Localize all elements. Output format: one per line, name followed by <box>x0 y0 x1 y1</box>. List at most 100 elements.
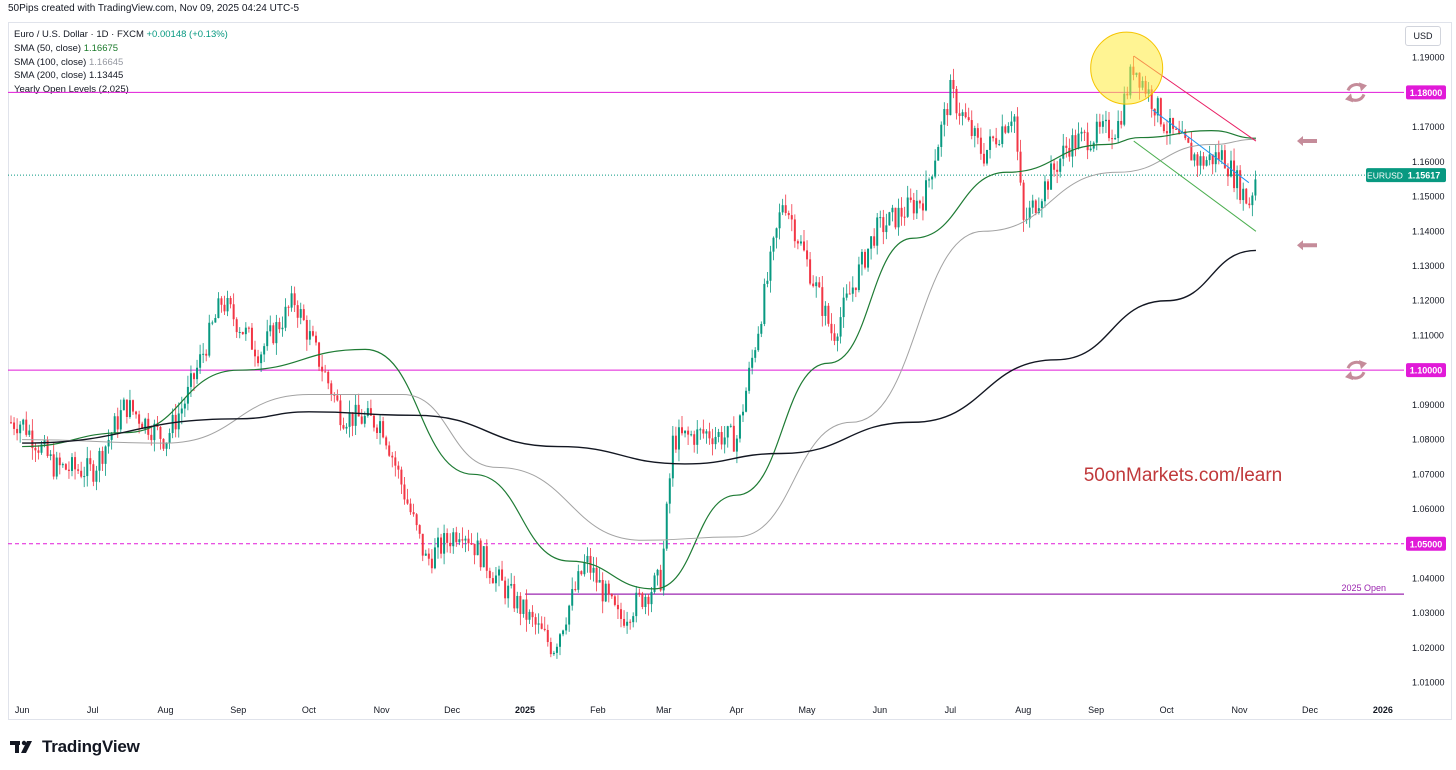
open-2025-label: 2025 Open <box>1341 583 1386 593</box>
candle-body <box>635 592 638 617</box>
candle-body <box>549 642 552 655</box>
candle-body <box>321 366 324 372</box>
candle-body <box>921 203 924 211</box>
candle-body <box>1230 160 1232 177</box>
candle-body <box>363 415 366 424</box>
candle-body <box>287 306 290 308</box>
candle-body <box>34 448 37 451</box>
candle-body <box>61 464 64 466</box>
candle-body <box>790 215 793 220</box>
candle-body <box>812 283 815 287</box>
candle-body <box>193 373 195 380</box>
candle-body <box>64 464 67 470</box>
candle-body <box>1199 156 1202 166</box>
candle-body <box>22 419 25 425</box>
candle-body <box>876 217 879 246</box>
candle-body <box>607 583 610 595</box>
candle-body <box>760 323 763 334</box>
candle-body <box>986 149 988 164</box>
candle-body <box>787 213 790 216</box>
candle-body <box>693 434 696 445</box>
legend-symbol-row[interactable]: Euro / U.S. Dollar · 1D · FXCM +0.00148 … <box>14 28 228 42</box>
candle-body <box>806 250 809 260</box>
candle-body <box>1220 150 1223 160</box>
candle-body <box>1016 116 1019 152</box>
sma50-value: 1.16675 <box>83 42 119 54</box>
candle-body <box>677 427 680 450</box>
candle-body <box>903 216 906 218</box>
candle-body <box>1211 154 1214 165</box>
candle-body <box>482 546 485 568</box>
candle-body <box>860 251 863 265</box>
candle-body <box>290 293 293 308</box>
y-tick-label: 1.17000 <box>1412 122 1445 132</box>
candle-body <box>543 628 546 630</box>
candle-body <box>681 427 683 434</box>
candle-body <box>37 450 40 453</box>
candle-body <box>488 570 491 579</box>
candle-body <box>766 280 769 284</box>
legend-sma50-row[interactable]: SMA (50, close) 1.16675 <box>14 42 228 56</box>
legend-sma100-row[interactable]: SMA (100, close) 1.16645 <box>14 56 228 70</box>
candle-body <box>281 327 284 330</box>
candle-body <box>1037 208 1040 213</box>
candle-body <box>49 454 52 457</box>
candle-body <box>369 408 372 416</box>
candle-body <box>778 212 781 229</box>
candle-body <box>275 322 278 344</box>
candle-body <box>934 160 937 177</box>
candle-body <box>159 426 162 439</box>
candle-body <box>745 390 748 412</box>
candle-body <box>504 580 507 599</box>
candle-body <box>559 634 561 647</box>
legend-sma200-row[interactable]: SMA (200, close) 1.13445 <box>14 69 228 83</box>
candle-body <box>763 283 766 324</box>
candle-body <box>479 540 482 568</box>
candle-body <box>870 236 873 249</box>
candle-body <box>260 354 263 364</box>
candle-body <box>132 400 134 412</box>
candle-body <box>842 297 845 318</box>
candle-body <box>443 533 446 554</box>
candle-body <box>729 425 732 427</box>
candle-body <box>708 431 711 439</box>
candle-body <box>406 499 409 504</box>
candle-body <box>1169 118 1171 134</box>
sma100-label: SMA (100, close) <box>14 56 87 68</box>
candle-body <box>967 117 970 121</box>
tradingview-logo[interactable]: TradingView <box>10 737 140 757</box>
candle-body <box>427 553 430 559</box>
legend-yearly-row[interactable]: Yearly Open Levels (2,025) <box>14 83 228 97</box>
currency-button[interactable]: USD <box>1405 26 1441 46</box>
candle-body <box>153 423 156 441</box>
candle-body <box>644 596 647 607</box>
candle-body <box>684 430 687 434</box>
sma200-value: 1.13445 <box>88 70 124 82</box>
candle-body <box>1059 158 1062 172</box>
refresh-icon-arrowhead <box>1359 82 1367 92</box>
candle-body <box>668 478 671 504</box>
candle-body <box>424 553 427 556</box>
candle-body <box>632 616 635 623</box>
candle-body <box>1114 138 1117 140</box>
candle-body <box>348 412 351 427</box>
candle-body <box>732 425 735 452</box>
candle-body <box>1013 116 1016 122</box>
candle-body <box>113 416 116 434</box>
candle-body <box>171 414 174 434</box>
candle-body <box>357 404 360 417</box>
symbol-label: Euro / U.S. Dollar · 1D · FXCM <box>14 29 144 40</box>
candle-body <box>1117 120 1120 139</box>
candle-body <box>1150 89 1153 109</box>
sma50-line <box>22 130 1256 590</box>
candle-body <box>525 599 528 620</box>
candle-body <box>1236 170 1239 189</box>
candle-body <box>135 411 138 415</box>
candle-body <box>534 617 537 625</box>
y-tick-label: 1.13000 <box>1412 261 1445 271</box>
candle-body <box>128 400 131 417</box>
candle-body <box>742 411 744 416</box>
x-tick-label: Nov <box>1231 705 1248 715</box>
candle-body <box>827 305 830 324</box>
